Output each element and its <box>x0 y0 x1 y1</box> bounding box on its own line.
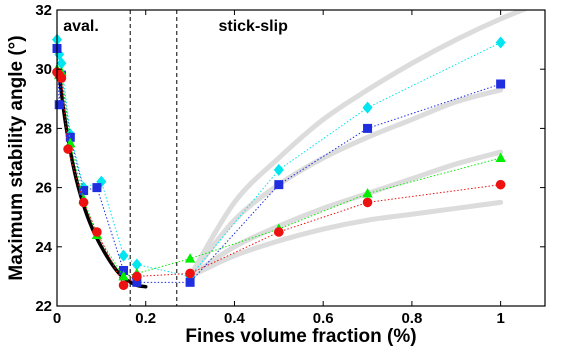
axes-frame <box>56 9 546 307</box>
square-point <box>363 123 373 133</box>
stickslip-fit-curve-0 <box>187 10 530 279</box>
stickslip-fit-curve-2 <box>187 149 504 279</box>
diamond-point <box>273 163 284 176</box>
circle-point <box>362 197 373 208</box>
data-series <box>51 33 506 291</box>
square-point <box>54 100 64 110</box>
y-tick-label: 24 <box>35 239 52 256</box>
triangle-point <box>362 188 373 198</box>
fit-curves <box>57 10 530 289</box>
x-tick-label: 0.8 <box>401 310 422 327</box>
region-label-avalanche: aval. <box>63 18 99 35</box>
diamond-point <box>131 258 142 271</box>
circle-point <box>185 268 195 279</box>
y-tick-label: 32 <box>35 2 52 19</box>
diamond-point <box>362 101 373 114</box>
avalanche-fit-curve <box>57 73 148 289</box>
x-tick-label: 0.4 <box>224 310 246 327</box>
circle-point <box>92 227 102 237</box>
circle-point <box>495 179 506 190</box>
x-axis-label: Fines volume fraction (%) <box>185 326 416 347</box>
regime-boundaries <box>129 10 178 306</box>
series-line-diamond <box>56 39 501 277</box>
square-point <box>496 79 506 89</box>
circle-point <box>132 271 142 282</box>
square-point <box>79 186 89 196</box>
square-point <box>132 277 142 287</box>
diamond-point <box>118 249 129 262</box>
x-tick-label: 0.2 <box>135 310 156 327</box>
region-label-stick-slip: stick-slip <box>218 18 288 35</box>
circle-point <box>56 73 67 83</box>
stickslip-fit-curve-3 <box>187 199 504 279</box>
axis-ticks: 0 0.2 0.4 0.6 0.8 1 22 24 26 28 30 32 <box>35 2 545 327</box>
square-point <box>274 180 284 190</box>
circle-point <box>118 280 129 291</box>
diamond-point <box>56 57 67 70</box>
y-tick-label: 22 <box>35 298 52 315</box>
circle-point <box>63 144 73 154</box>
x-tick-label: 0.6 <box>313 310 334 327</box>
square-point <box>65 132 75 142</box>
diamond-point <box>495 36 506 49</box>
circle-point <box>274 227 284 237</box>
square-point <box>185 277 195 287</box>
series-line-circle <box>56 71 501 287</box>
triangle-point <box>118 270 129 281</box>
y-tick-label: 30 <box>35 61 52 78</box>
x-tick-label: 1 <box>496 310 504 327</box>
stickslip-fit-curve-1 <box>187 87 504 279</box>
square-point <box>119 265 129 275</box>
triangle-point <box>184 253 196 263</box>
y-tick-label: 26 <box>35 180 52 197</box>
triangle-point <box>495 152 506 162</box>
x-tick-label: 0 <box>53 310 61 327</box>
y-axis-label: Maximum stability angle (°) <box>6 35 27 280</box>
circle-point <box>78 197 89 208</box>
series-circle <box>52 67 506 291</box>
y-tick-label: 28 <box>35 120 52 137</box>
square-point <box>92 183 102 193</box>
